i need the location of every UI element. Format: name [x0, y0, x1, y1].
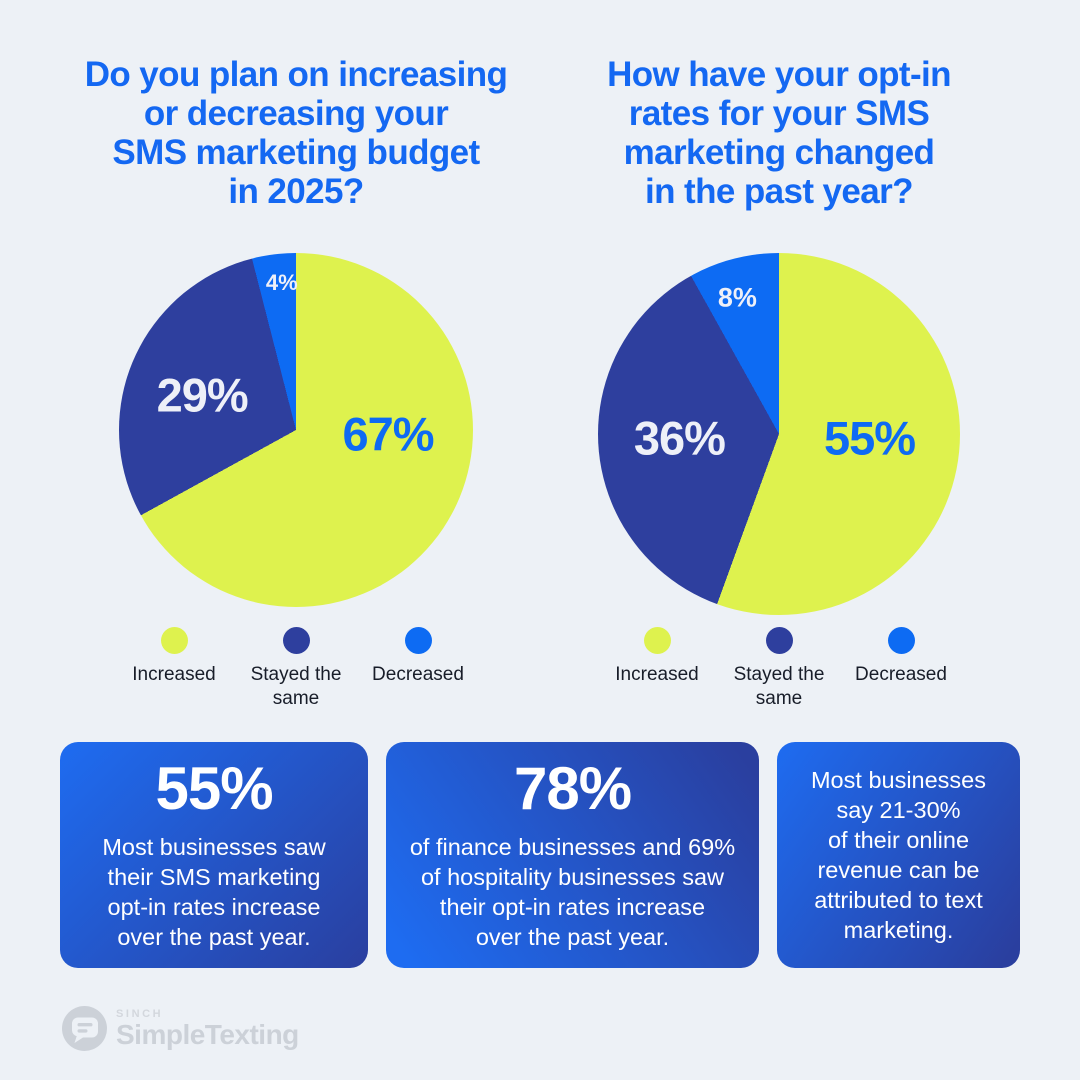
pie-wrap-budget: 67% 29% 4% — [119, 253, 473, 619]
pie-2-value-label-decreased: 8% — [717, 282, 757, 313]
pie-2-value-label-stayed-the-same: 36% — [633, 411, 726, 465]
pie-2-value-label-increased: 55% — [823, 411, 916, 465]
legend-item-stayed-the-same: Stayed the same — [718, 627, 840, 711]
chart-column-optin: How have your opt-in rates for your SMS … — [540, 55, 1080, 711]
legend-item-increased: Increased — [113, 627, 235, 711]
legend-optin: Increased Stayed the same Decreased — [596, 627, 962, 711]
legend-label: Stayed the same — [733, 664, 825, 709]
legend-label: Increased — [615, 664, 699, 685]
pie-1-value-label-decreased: 4% — [265, 270, 298, 296]
legend-budget: Increased Stayed the same Decreased — [113, 627, 479, 711]
stat-card-body: Most businesses saw their SMS marketing … — [102, 834, 326, 950]
chart-title-optin: How have your opt-in rates for your SMS … — [607, 55, 951, 211]
stat-card-headline: 78% — [513, 755, 632, 822]
pie-chart-optin: 55% 36% 8% — [598, 253, 960, 615]
stat-card-optin-increase: 55% Most businesses saw their SMS market… — [60, 742, 368, 968]
footer-brand: SINCH SimpleTexting — [62, 1006, 1080, 1051]
legend-dot-icon — [765, 627, 793, 654]
legend-dot-icon — [887, 627, 915, 654]
footer-brand-text: SINCH SimpleTexting — [116, 1008, 299, 1049]
chart-column-budget: Do you plan on increasing or decreasing … — [0, 55, 540, 711]
pie-wrap-optin: 55% 36% 8% — [598, 253, 960, 619]
legend-dot-icon — [404, 627, 432, 654]
legend-item-decreased: Decreased — [357, 627, 479, 711]
pie-chart-budget: 67% 29% 4% — [119, 253, 473, 607]
legend-dot-icon — [282, 627, 310, 654]
stat-card-body: Most businesses say 21-30% of their onli… — [810, 767, 987, 943]
legend-dot-icon — [160, 627, 188, 654]
legend-label: Stayed the same — [250, 664, 342, 709]
chart-title-budget: Do you plan on increasing or decreasing … — [84, 55, 508, 211]
legend-label: Decreased — [855, 664, 947, 685]
stat-card-headline: 55% — [155, 755, 273, 822]
brand-simpletexting-label: SimpleTexting — [116, 1019, 299, 1050]
legend-item-stayed-the-same: Stayed the same — [235, 627, 357, 711]
stat-card-finance-hospitality: 78% of finance businesses and 69% of hos… — [386, 742, 759, 968]
stat-card-online-revenue: Most businesses say 21-30% of their onli… — [777, 742, 1020, 968]
legend-item-increased: Increased — [596, 627, 718, 711]
legend-dot-icon — [643, 627, 671, 654]
legend-label: Decreased — [372, 664, 464, 685]
charts-row: Do you plan on increasing or decreasing … — [0, 55, 1080, 711]
pie-1-value-label-stayed-the-same: 29% — [156, 368, 249, 422]
stat-card-body: of finance businesses and 69% of hospita… — [409, 834, 736, 950]
legend-label: Increased — [132, 664, 216, 685]
simpletexting-logo-icon — [62, 1006, 107, 1051]
legend-item-decreased: Decreased — [840, 627, 962, 711]
pie-1-value-label-increased: 67% — [342, 407, 434, 461]
stat-cards-row: 55% Most businesses saw their SMS market… — [60, 742, 1020, 968]
brand-sinch-label: SINCH — [116, 1008, 164, 1020]
